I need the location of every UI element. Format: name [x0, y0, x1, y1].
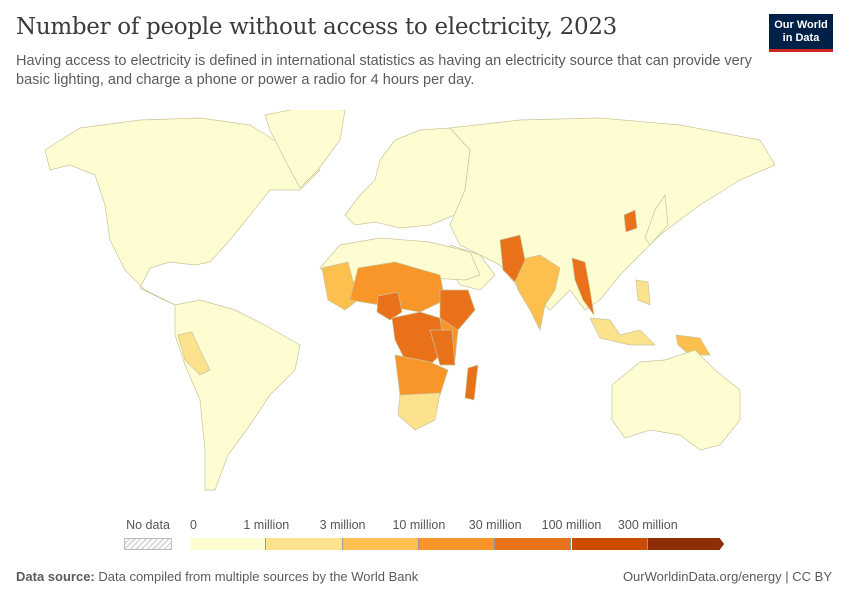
legend-bin — [647, 538, 725, 550]
legend-bin — [342, 538, 419, 550]
country-myanmar[interactable] — [571, 257, 595, 316]
legend-no-data-label: No data — [126, 518, 170, 532]
legend-no-data-swatch — [124, 538, 172, 550]
logo-line2: in Data — [782, 32, 820, 44]
chart-title: Number of people without access to elect… — [16, 14, 617, 40]
country-sahel-central[interactable] — [349, 261, 446, 313]
country-north-korea[interactable] — [623, 209, 638, 233]
country-japan[interactable] — [644, 193, 669, 246]
legend-tick-label: 0 — [190, 518, 197, 532]
country-pakistan[interactable] — [499, 234, 526, 283]
country-greenland[interactable] — [264, 110, 346, 189]
source-text: Data compiled from multiple sources by t… — [98, 569, 419, 584]
source-label: Data source: — [16, 569, 95, 584]
country-australia[interactable] — [611, 349, 741, 451]
country-tanzania[interactable] — [429, 329, 456, 366]
country-india[interactable] — [509, 254, 561, 332]
country-ethiopia[interactable] — [439, 289, 476, 331]
country-peru[interactable] — [177, 331, 211, 376]
legend-bin — [190, 538, 267, 550]
legend-bin — [571, 538, 648, 550]
country-sahel-west[interactable] — [321, 261, 359, 311]
country-south-africa[interactable] — [397, 392, 441, 431]
legend-tick-label: 10 million — [392, 518, 446, 532]
chart-subtitle: Having access to electricity is defined … — [16, 53, 752, 88]
legend-bin — [418, 538, 496, 550]
country-indonesia[interactable] — [589, 317, 656, 346]
legend-bin — [495, 538, 572, 550]
legend-bin — [266, 538, 343, 550]
country-philippines[interactable] — [635, 279, 651, 306]
country-nigeria[interactable] — [376, 291, 403, 321]
country-madagascar[interactable] — [464, 364, 479, 401]
country-south-america[interactable] — [174, 299, 301, 491]
legend: No data 0 1 million 3 million 10 million 30 … — [0, 512, 850, 552]
legend-tick-label: 3 million — [319, 518, 366, 532]
country-asia[interactable] — [449, 117, 776, 311]
legend-tick-label: 1 million — [243, 518, 290, 532]
owid-logo[interactable]: Our World in Data — [769, 14, 833, 52]
legend-tick-label: 300 million — [617, 518, 678, 532]
world-map[interactable] — [0, 110, 850, 510]
country-europe[interactable] — [344, 127, 471, 229]
legend-tick-label: 100 million — [541, 518, 602, 532]
legend-tick-label: 30 million — [468, 518, 522, 532]
footer-url[interactable]: OurWorldinData.org/energy | CC BY — [622, 569, 832, 584]
country-north-america[interactable] — [44, 117, 321, 306]
logo-line1: Our World — [774, 19, 828, 31]
data-source: Data source: Data compiled from multiple… — [16, 569, 418, 584]
